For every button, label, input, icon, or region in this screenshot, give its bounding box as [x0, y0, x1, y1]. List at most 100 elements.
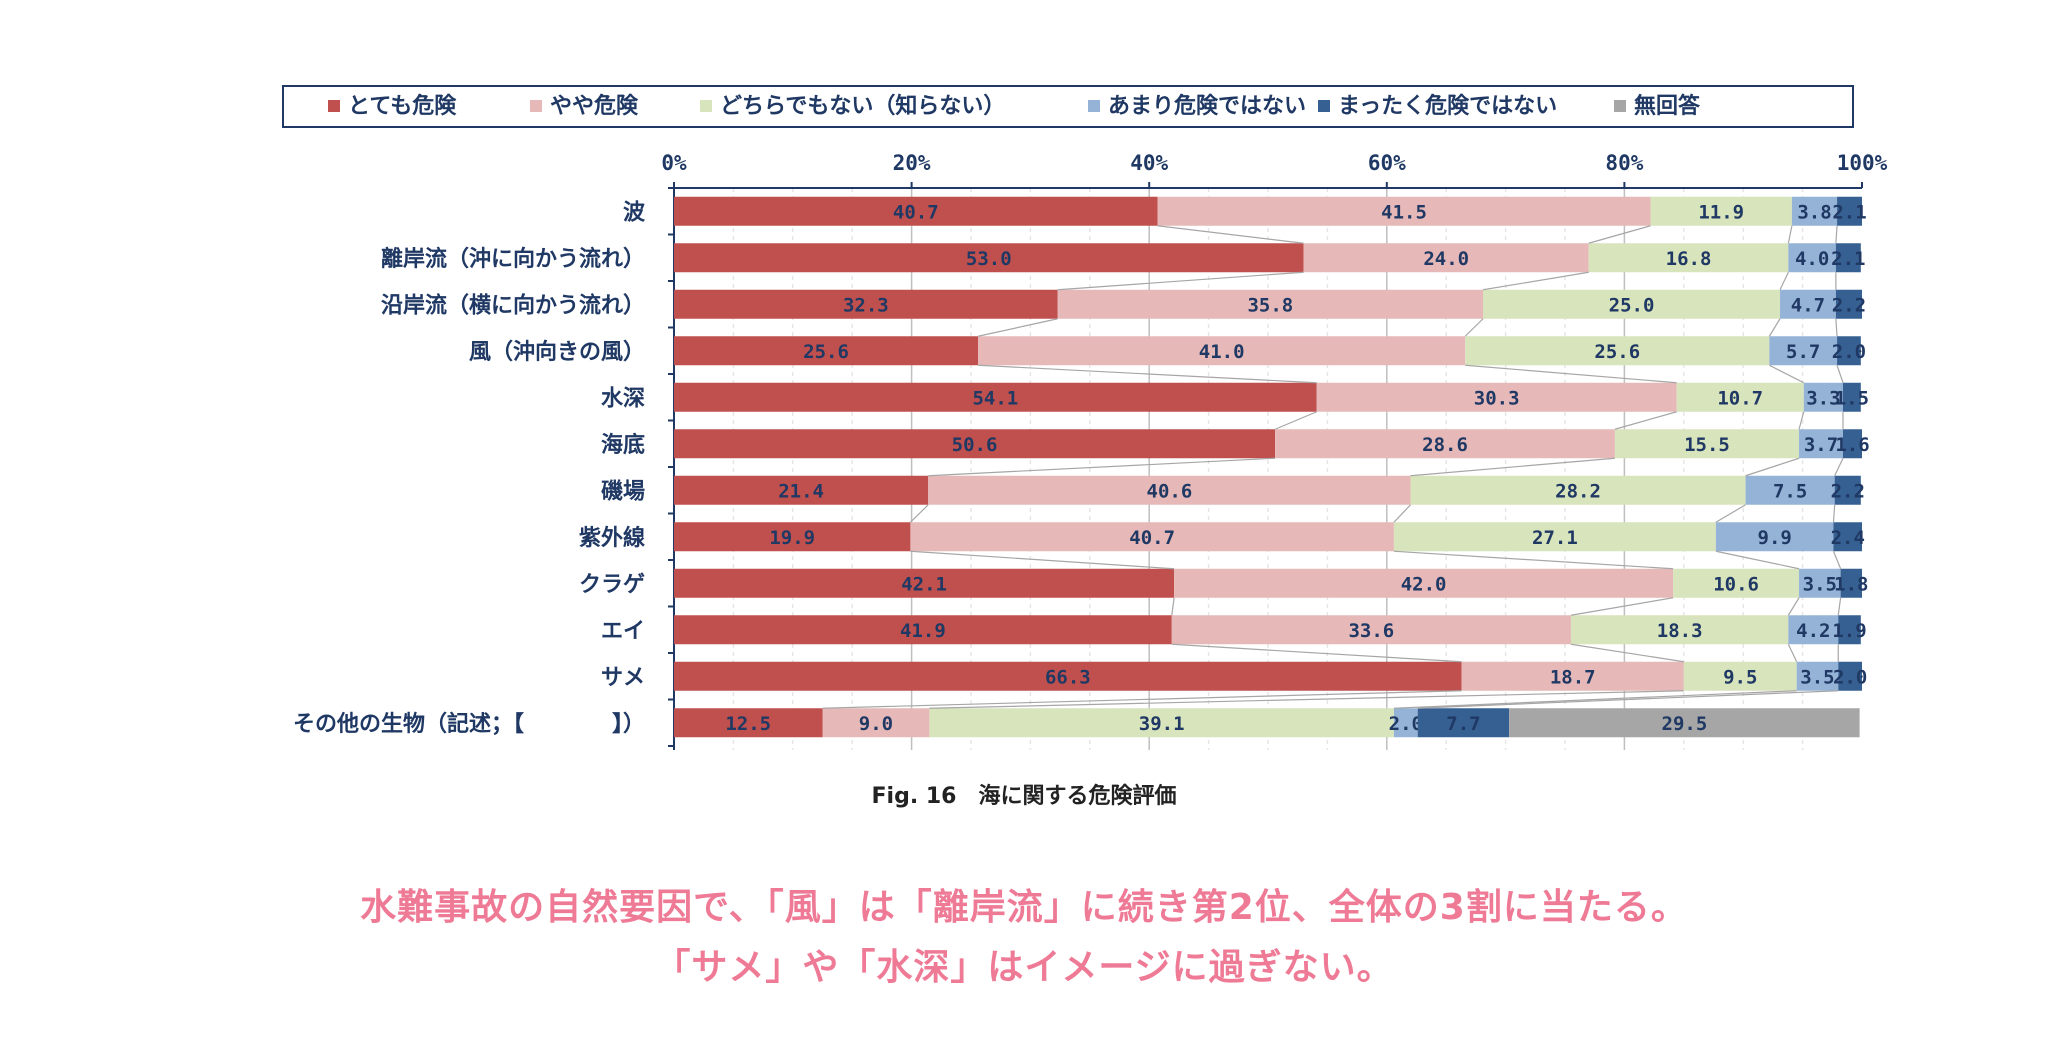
category-label: その他の生物（記述；【 】）	[293, 711, 645, 737]
bar-segment	[1483, 289, 1781, 319]
bar-value-label: 4.0	[1795, 248, 1829, 270]
series-connector	[1832, 504, 1836, 523]
category-label: 離岸流（沖に向かう流れ）	[381, 246, 645, 272]
bar-value-label: 2.0	[1832, 341, 1866, 363]
bar-segment	[1465, 336, 1770, 366]
legend-swatch	[700, 100, 712, 112]
series-connector	[1393, 504, 1411, 523]
bar-value-label: 2.2	[1831, 480, 1865, 502]
series-connector	[1745, 457, 1800, 477]
series-connector	[1715, 550, 1800, 570]
bar-value-label: 53.0	[966, 248, 1012, 270]
legend-frame	[282, 85, 1854, 128]
bar-value-label: 1.9	[1832, 620, 1866, 642]
series-connector	[1465, 364, 1677, 384]
bar-value-label: 27.1	[1532, 527, 1578, 549]
legend-swatch	[1318, 100, 1330, 112]
bar-value-label: 2.2	[1832, 294, 1866, 316]
bar-segment	[674, 336, 979, 366]
bar-value-label: 33.6	[1348, 620, 1394, 642]
series-connector	[1393, 550, 1674, 570]
series-connector	[1464, 318, 1484, 337]
series-connector	[1588, 225, 1651, 244]
legend-swatch	[328, 100, 340, 112]
bar-value-label: 40.7	[1129, 527, 1175, 549]
category-label: 紫外線	[579, 525, 645, 551]
legend-swatch	[530, 100, 542, 112]
bar-segment	[928, 475, 1411, 505]
bar-value-label: 35.8	[1247, 294, 1293, 316]
bar-segment	[1410, 475, 1746, 505]
bar-value-label: 4.7	[1791, 294, 1825, 316]
bar-segment	[1791, 196, 1838, 226]
series-connector	[1482, 271, 1589, 291]
bar-value-label: 4.2	[1796, 620, 1830, 642]
bar-value-label: 21.4	[778, 480, 824, 502]
bar-value-label: 30.3	[1474, 387, 1520, 409]
legend-label: とても危険	[348, 93, 457, 119]
series-connector	[1769, 364, 1805, 384]
bar-segment	[1842, 429, 1862, 459]
bar-value-label: 39.1	[1139, 713, 1185, 735]
series-connector	[1798, 411, 1805, 430]
series-connector	[1417, 690, 1839, 709]
series-connector	[1614, 411, 1677, 430]
bar-value-label: 16.8	[1666, 248, 1712, 270]
bar-segment	[674, 661, 1462, 691]
bar-segment	[1316, 382, 1677, 412]
category-label: サメ	[601, 665, 645, 690]
x-tick-label: 20%	[893, 151, 931, 175]
bar-value-label: 11.9	[1698, 201, 1744, 223]
bar-value-label: 19.9	[769, 527, 815, 549]
bar-value-label: 24.0	[1423, 248, 1469, 270]
bar-value-label: 10.6	[1713, 573, 1759, 595]
series-connector	[1836, 365, 1844, 383]
category-label: 風（沖向きの風）	[469, 339, 645, 365]
bar-segment	[674, 475, 929, 505]
category-label: 磯場	[601, 478, 645, 504]
legend-label: どちらでもない（知らない）	[720, 93, 1005, 119]
bar-value-label: 2.0	[1833, 666, 1867, 688]
bar-segment	[674, 243, 1304, 273]
bar-segment	[1171, 615, 1571, 645]
series-connector	[1410, 457, 1615, 477]
legend-label: あまり危険ではない	[1108, 93, 1306, 119]
bar-value-label: 3.8	[1797, 201, 1831, 223]
bar-segment	[674, 568, 1175, 598]
bar-segment	[1157, 196, 1651, 226]
bar-segment	[1788, 243, 1836, 273]
bar-segment	[674, 196, 1158, 226]
bar-value-label: 40.7	[893, 201, 939, 223]
category-label: 沿岸流（横に向かう流れ）	[381, 292, 645, 318]
bar-value-label: 41.5	[1381, 201, 1427, 223]
series-connector	[929, 690, 1684, 709]
series-connector	[1835, 318, 1838, 337]
series-connector	[1171, 597, 1175, 616]
category-label: クラゲ	[579, 572, 645, 597]
bar-segment	[1835, 289, 1862, 319]
bar-segment	[1417, 708, 1510, 738]
bar-segment	[1799, 429, 1843, 459]
bar-segment	[1650, 196, 1792, 226]
legend-label: やや危険	[550, 93, 639, 119]
bar-value-label: 3.3	[1806, 387, 1840, 409]
bar-segment	[1769, 336, 1838, 366]
bar-value-label: 28.2	[1555, 480, 1601, 502]
series-connector	[1837, 597, 1842, 616]
bar-value-label: 7.7	[1446, 713, 1480, 735]
series-connector	[1057, 271, 1304, 291]
bar-segment	[674, 429, 1276, 459]
bar-segment	[1275, 429, 1615, 459]
bar-segment	[1838, 615, 1861, 645]
series-connector	[1570, 643, 1684, 663]
bar-segment	[910, 522, 1394, 552]
category-label: エイ	[601, 619, 645, 644]
legend-label: まったく危険ではない	[1338, 93, 1557, 119]
bar-value-label: 42.1	[901, 573, 947, 595]
x-tick-label: 60%	[1368, 151, 1406, 175]
bar-value-label: 2.4	[1831, 527, 1865, 549]
bar-value-label: 50.6	[952, 434, 998, 456]
bar-segment	[1673, 568, 1800, 598]
bar-value-label: 18.7	[1550, 666, 1596, 688]
bar-segment	[1840, 568, 1862, 598]
